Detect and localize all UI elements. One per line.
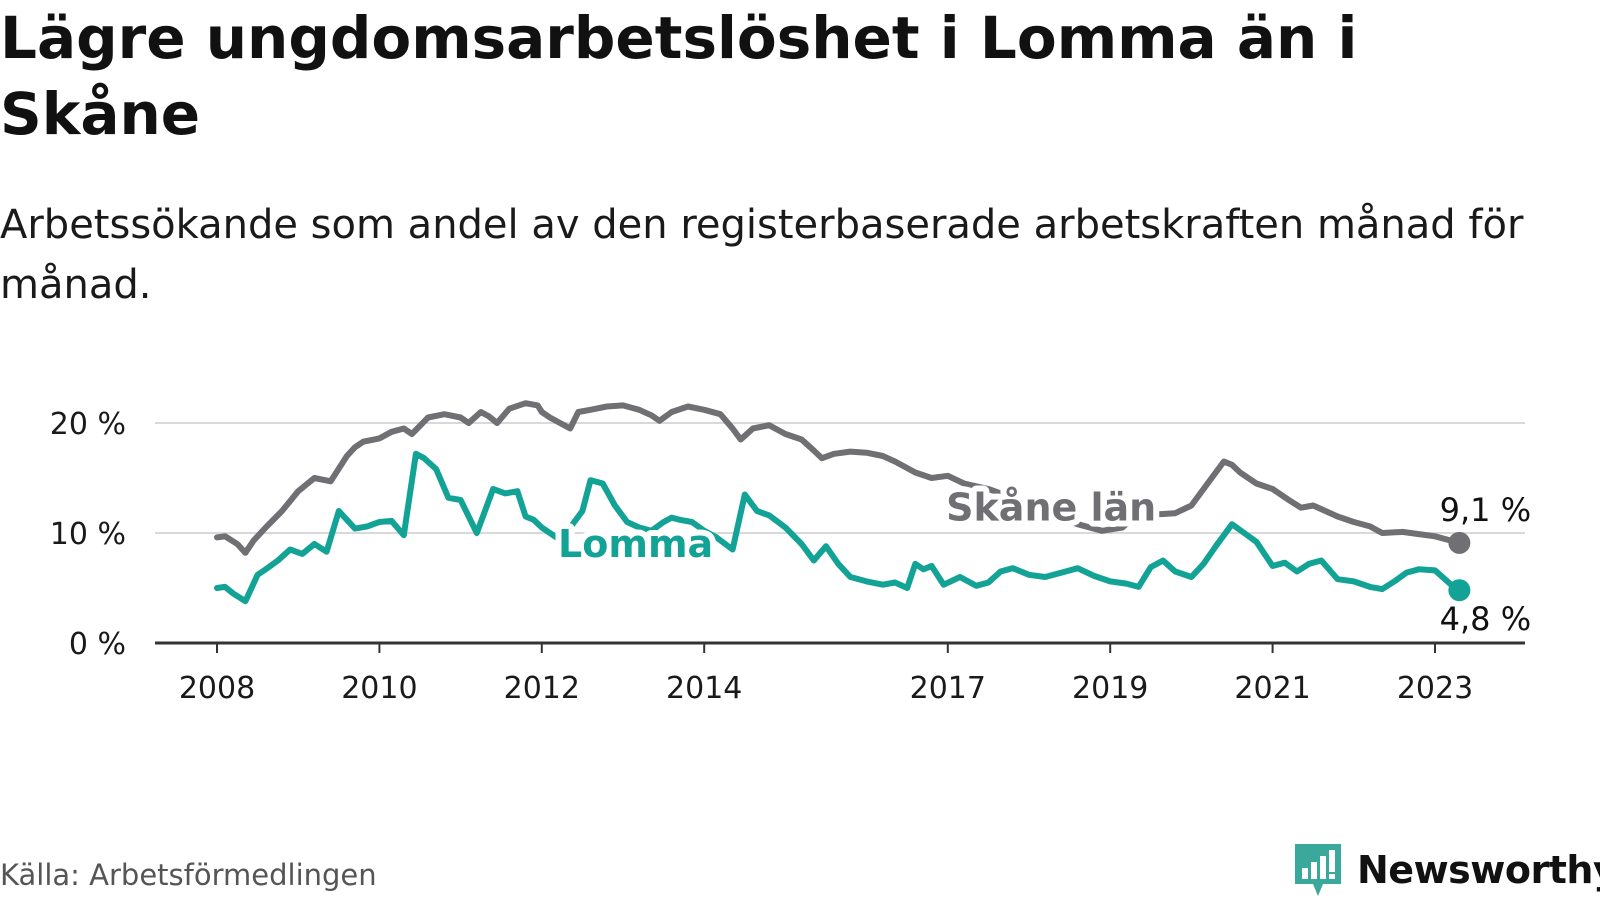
end-point-sk-ne-l-n [1448,531,1471,554]
brand-name: Newsworthy [1357,848,1600,892]
grid-lines [155,422,1525,534]
y-tick-label: 20 % [50,407,126,442]
newsworthy-logo-icon [1295,844,1341,896]
end-label-lomma: 4,8 % [1440,600,1531,638]
x-tick-label: 2008 [179,671,255,706]
x-tick-label: 2017 [910,671,986,706]
x-tick-label: 2021 [1234,671,1310,706]
x-tick-label: 2010 [341,671,417,706]
end-label-sk-ne-l-n: 9,1 % [1440,491,1531,529]
x-tick-label: 2014 [666,671,742,706]
chart-title: Lägre ungdomsarbetslöshet i Lomma än i S… [0,4,1358,148]
y-tick-label: 10 % [50,517,126,552]
series-labels: 9,1 % 4,8 % Skåne län Lomma [552,480,1531,639]
series-label-sk-ne-l-n: Skåne län [946,486,1156,530]
series-lines [214,400,1471,605]
source-note: Källa: Arbetsförmedlingen [0,858,377,892]
chart-subtitle: Arbetssökande som andel av den registerb… [0,202,1524,308]
x-tick-label: 2023 [1397,671,1473,706]
y-axis-ticks: 0 % 10 % 20 % [50,407,126,662]
series-label-lomma: Lomma [558,522,713,566]
x-tick-label: 2019 [1072,671,1148,706]
x-axis-ticks: 2008 2010 2012 2014 2017 2019 2021 2023 [179,643,1473,706]
end-point-lomma [1448,579,1471,602]
series-line-sk-ne-l-n [214,400,1463,556]
x-tick-label: 2012 [504,671,580,706]
brand-logo[interactable]: Newsworthy [1293,842,1600,898]
line-chart: 0 % 10 % 20 % 2008 2010 2012 2014 2017 2019 2021… [50,400,1531,706]
series-line-lomma [214,450,1463,605]
y-tick-label: 0 % [69,627,126,662]
